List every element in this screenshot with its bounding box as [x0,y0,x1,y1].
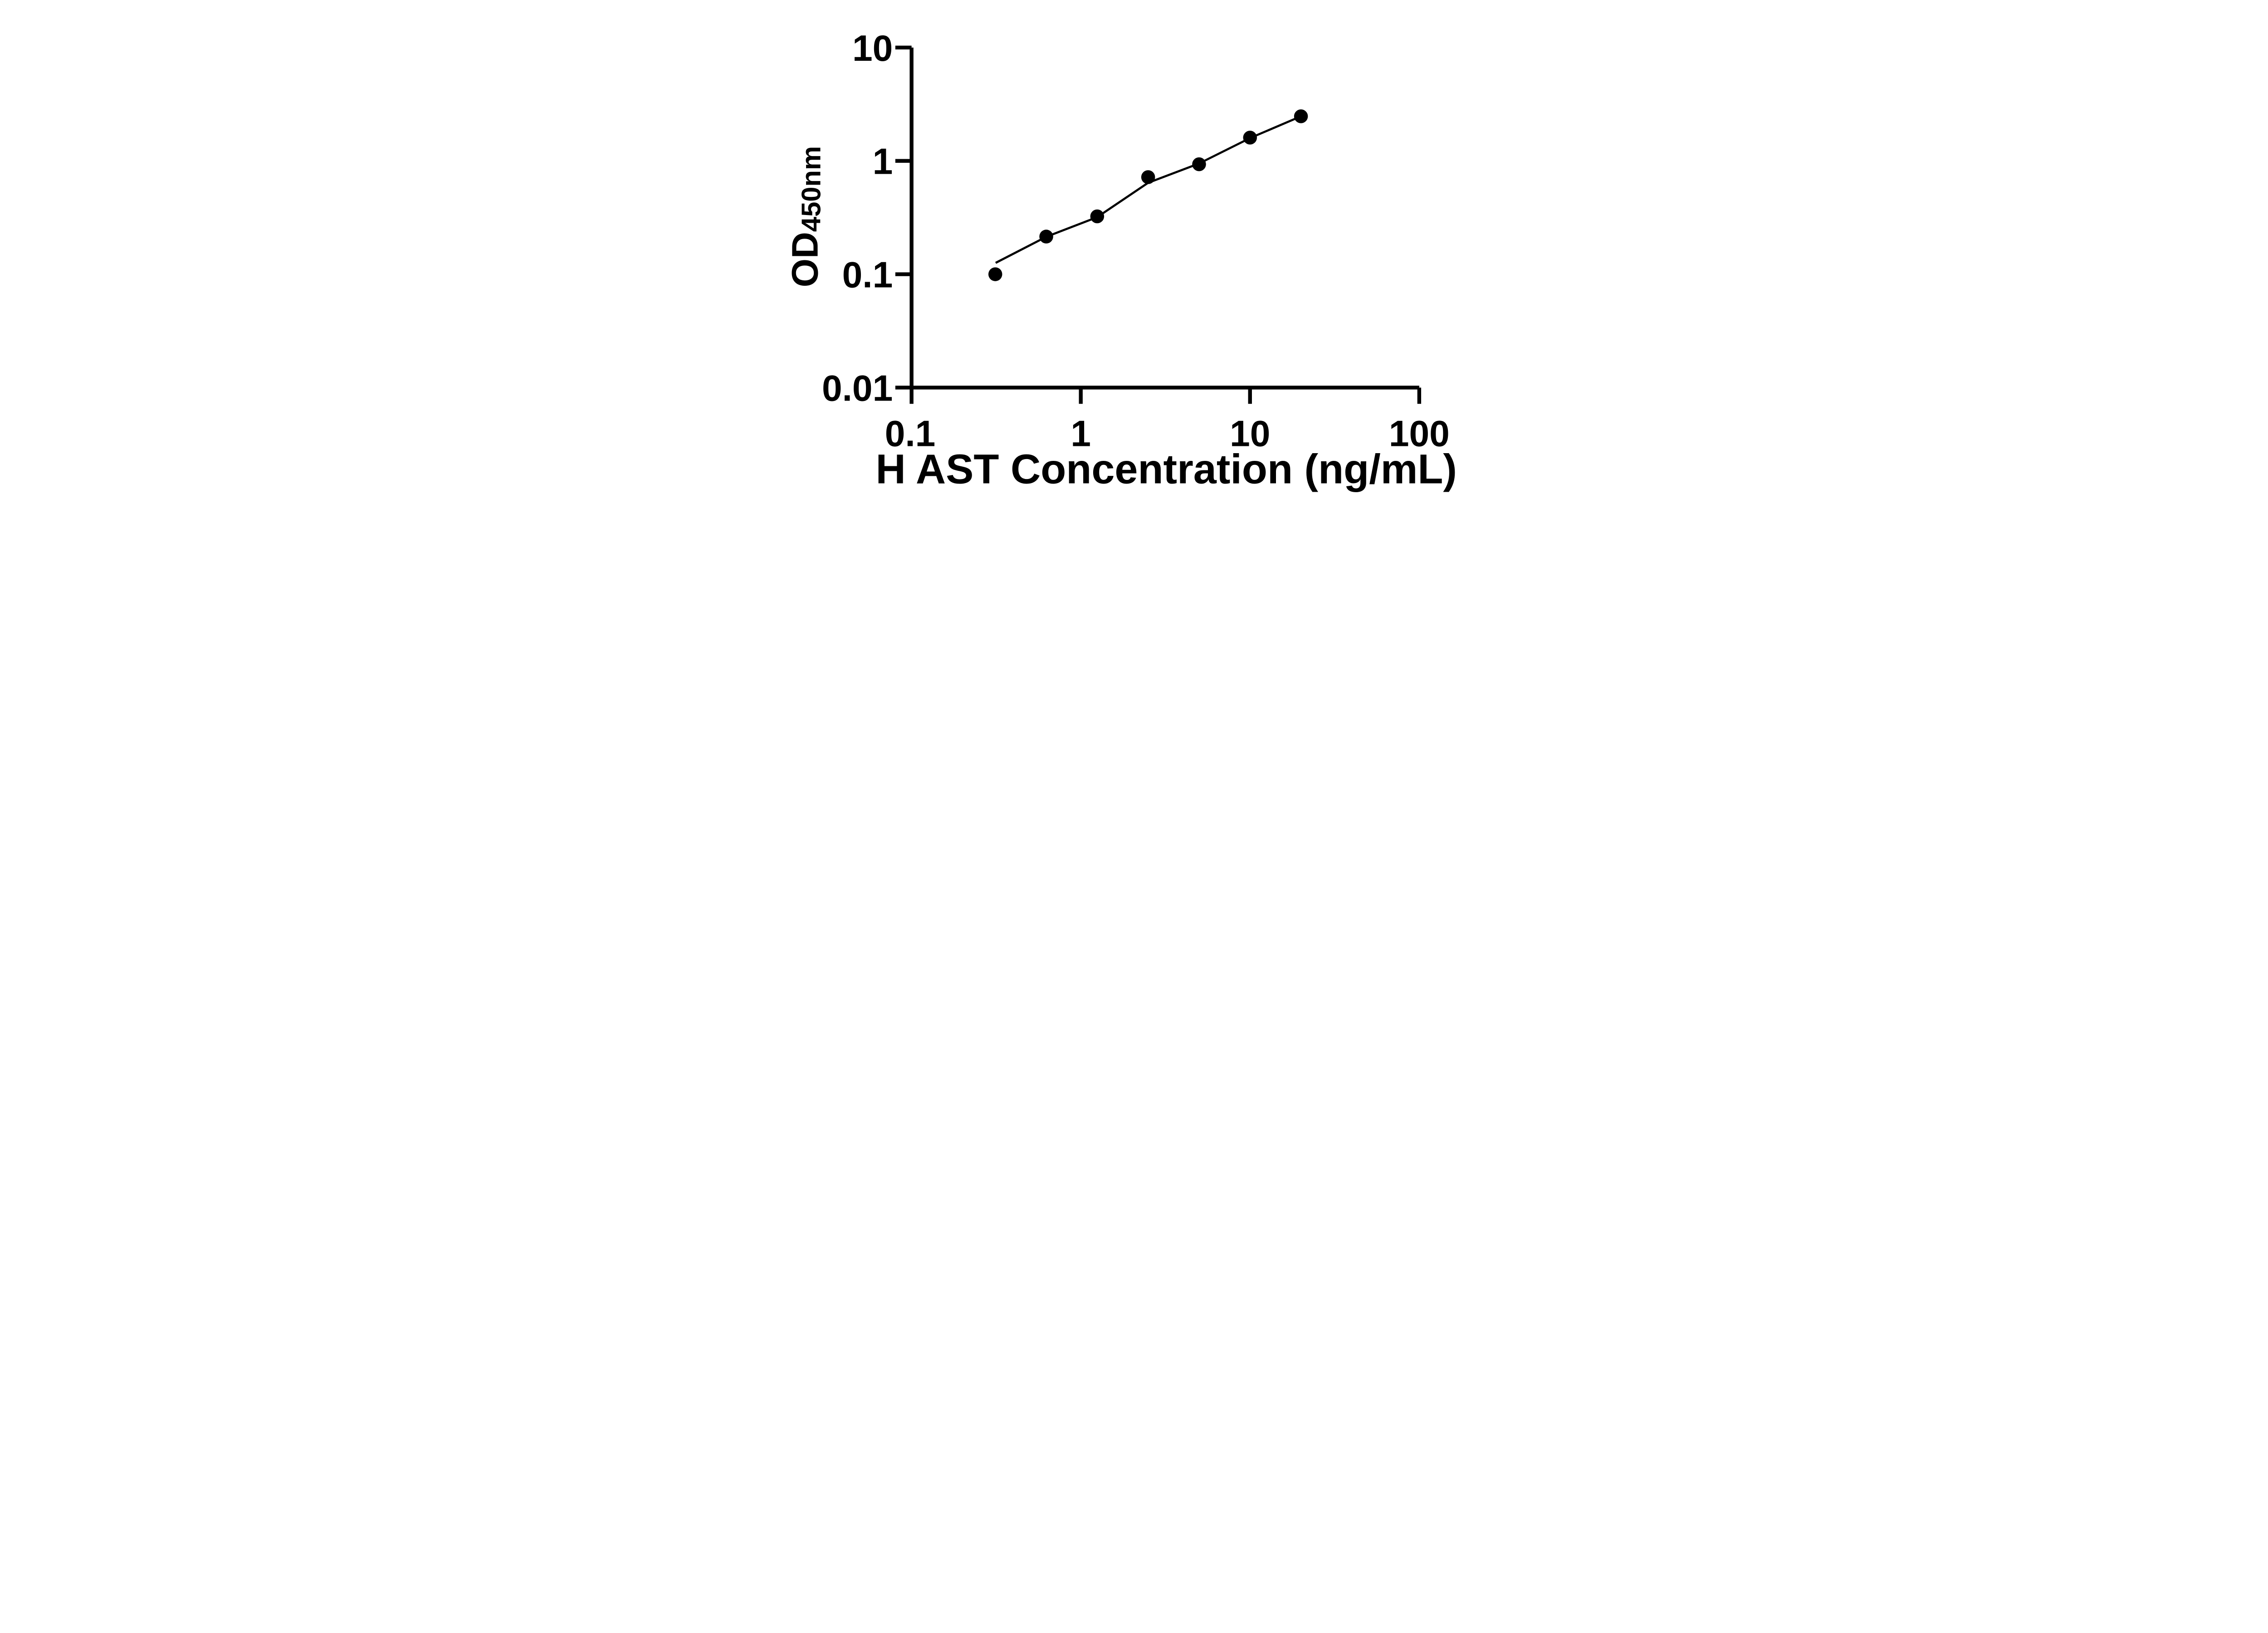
x-tick-label-1: 1 [1070,413,1091,454]
data-point [988,267,1002,281]
axis-lines [909,47,1419,390]
plot-svg: 10 1 0.1 0.01 0.1 1 10 100 H AST Concent… [771,0,1497,508]
x-tick-label-10: 10 [1230,413,1270,454]
data-point [1243,131,1257,145]
data-point [1090,209,1105,224]
plot-content [895,45,1422,404]
data-point [1294,109,1308,123]
x-tick-label-100: 100 [1389,413,1450,454]
y-axis-title-subscript: 450nm [796,146,826,232]
y-tick-label-0.1: 0.1 [842,255,893,296]
data-point [1039,230,1053,244]
standard-curve-figure: 10 1 0.1 0.01 0.1 1 10 100 H AST Concent… [771,0,1497,508]
x-axis-title: H AST Concentration (ng/mL) [876,446,1457,493]
x-tick-label-0.1: 0.1 [885,413,936,454]
data-point [1192,157,1206,171]
y-axis-title: OD450nm [785,146,826,288]
y-tick-label-0.01: 0.01 [822,368,893,409]
y-tick-label-10: 10 [852,28,893,69]
y-axis-title-main: OD [785,232,826,287]
data-point [1141,170,1155,184]
y-tick-label-1: 1 [873,142,893,182]
